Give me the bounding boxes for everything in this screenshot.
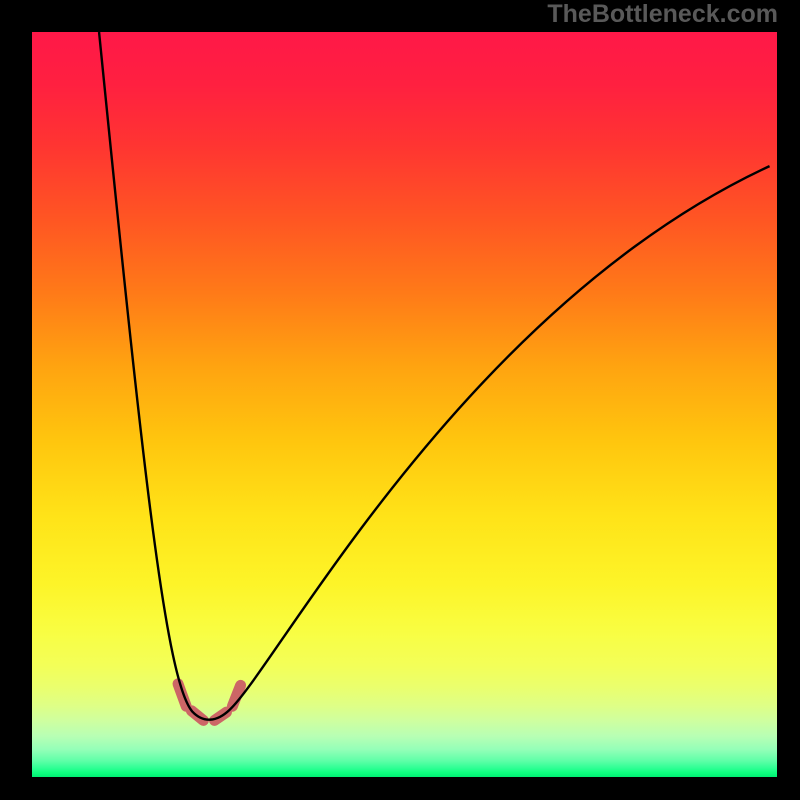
chart-root: TheBottleneck.com: [0, 0, 800, 800]
plot-area: [32, 32, 777, 777]
watermark-text: TheBottleneck.com: [547, 0, 778, 29]
plot-svg: [32, 32, 777, 777]
plot-background: [32, 32, 777, 777]
